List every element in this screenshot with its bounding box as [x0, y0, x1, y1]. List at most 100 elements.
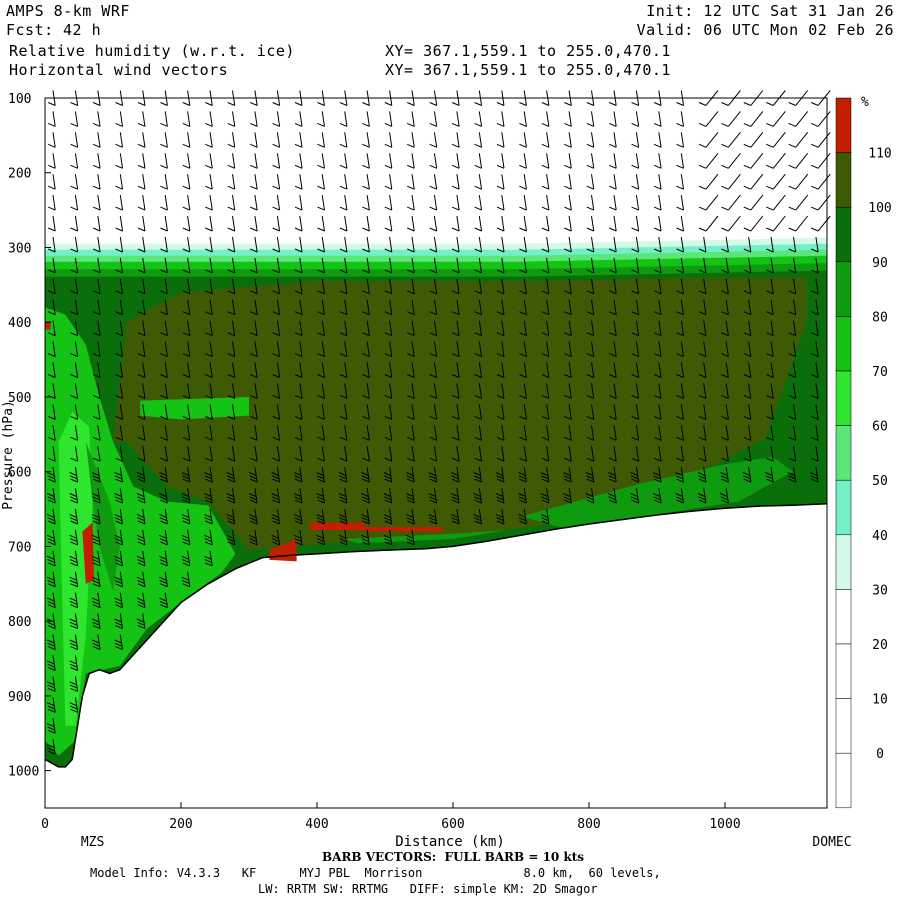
wind-barb-staff — [725, 299, 729, 315]
wind-barb-feather — [451, 457, 460, 462]
wind-barb-feather — [811, 374, 819, 378]
wind-barb-feather — [160, 332, 168, 337]
wind-barb-staff — [164, 320, 168, 336]
wind-barb-feather — [519, 520, 527, 525]
wind-barb-staff — [501, 132, 505, 148]
wind-barb-staff — [119, 467, 124, 483]
wind-barb-feather — [48, 394, 56, 399]
wind-barb-feather — [811, 185, 819, 190]
wind-barb-feather — [519, 457, 527, 462]
wind-barb-feather — [294, 164, 303, 169]
wind-barb-staff — [97, 132, 101, 148]
wind-barb-staff — [299, 404, 303, 420]
wind-barb-feather — [496, 475, 504, 480]
wind-barb-feather — [451, 248, 460, 253]
y-tick-label: 400 — [8, 316, 31, 331]
colorbar-swatch — [835, 370, 852, 426]
wind-barb-feather — [811, 415, 819, 420]
wind-barb-feather — [92, 520, 101, 525]
wind-barb-feather — [429, 478, 437, 483]
wind-barb-staff — [613, 404, 617, 420]
wind-barb-feather — [608, 472, 616, 476]
wind-barb-staff — [680, 153, 685, 169]
wind-barb-feather — [48, 478, 56, 483]
wind-barb-staff — [680, 215, 685, 232]
wind-barb-feather — [137, 496, 145, 501]
wind-barb-feather — [48, 687, 56, 692]
wind-barb-feather — [362, 541, 370, 546]
wind-barb-feather — [70, 625, 78, 630]
wind-barb-feather — [362, 436, 370, 441]
wind-barb-staff — [366, 529, 370, 546]
wind-barb-feather — [227, 206, 235, 211]
wind-barb-feather — [114, 475, 123, 480]
wind-barb-feather — [474, 290, 482, 295]
wind-barb-feather — [70, 269, 78, 274]
wind-barb-feather — [631, 436, 639, 441]
wind-barb-feather — [653, 290, 662, 295]
wind-barb-staff — [523, 425, 527, 441]
wind-barb-feather — [47, 580, 55, 584]
wind-barb-staff — [299, 195, 303, 211]
field-name-rh: Relative humidity (w.r.t. ice) — [9, 42, 295, 60]
wind-barb-feather — [181, 576, 189, 581]
wind-barb-feather — [339, 185, 348, 190]
wind-barb-feather — [272, 143, 280, 148]
wind-barb-staff — [276, 278, 281, 294]
wind-barb-staff — [389, 446, 393, 462]
wind-barb-feather — [69, 681, 77, 686]
wind-barb-staff — [635, 153, 640, 169]
wind-barb-feather — [721, 185, 729, 190]
wind-barb-staff — [97, 592, 101, 608]
wind-barb-staff — [501, 362, 505, 378]
wind-barb-staff — [254, 508, 258, 525]
wind-barb-feather — [272, 332, 280, 337]
wind-barb-staff — [635, 111, 640, 127]
wind-barb-feather — [339, 415, 348, 420]
wind-barb-staff — [501, 174, 505, 190]
wind-barb-staff — [366, 236, 370, 253]
wind-barb-feather — [586, 394, 594, 399]
wind-barb-feather — [407, 122, 415, 127]
wind-barb-feather — [564, 374, 572, 378]
wind-barb-staff — [97, 320, 101, 336]
wind-barb-staff — [52, 299, 56, 315]
wind-barb-feather — [563, 496, 571, 501]
wind-barb-feather — [743, 185, 751, 190]
wind-barb-staff — [142, 446, 146, 462]
wind-barb-staff — [119, 529, 124, 545]
wind-barb-staff — [366, 132, 370, 148]
wind-barb-feather — [271, 472, 279, 476]
wind-barb-feather — [474, 227, 482, 232]
x-tick-label: 1000 — [709, 817, 740, 832]
wind-barb-feather — [204, 475, 212, 480]
wind-barb-feather — [205, 185, 213, 190]
wind-barb-staff — [52, 362, 56, 378]
wind-barb-staff — [703, 383, 707, 399]
wind-barb-feather — [518, 496, 527, 501]
wind-barb-feather — [474, 164, 482, 169]
wind-barb-staff — [119, 111, 124, 127]
wind-barb-staff — [658, 111, 662, 127]
wind-barb-feather — [69, 534, 77, 539]
wind-barb-feather — [317, 332, 325, 337]
wind-barb-feather — [227, 517, 235, 522]
wind-barb-feather — [114, 600, 123, 605]
wind-barb-staff — [478, 425, 483, 441]
colorbar-level-label: 60 — [872, 420, 888, 435]
wind-barb-feather — [519, 164, 527, 169]
wind-barb-staff — [164, 341, 168, 357]
wind-barb-feather — [407, 185, 415, 190]
wind-barb-feather — [204, 559, 212, 564]
wind-barb-feather — [698, 496, 706, 501]
wind-barb-feather — [294, 478, 303, 483]
wind-barb-feather — [541, 353, 550, 358]
wind-barb-staff — [142, 132, 146, 148]
wind-barb-feather — [541, 102, 550, 106]
wind-barb-feather — [227, 102, 235, 106]
wind-barb-staff — [591, 488, 595, 504]
wind-barb-staff — [613, 299, 617, 315]
wind-barb-staff — [389, 383, 393, 399]
wind-barb-staff — [389, 467, 393, 483]
wind-barb-feather — [70, 541, 78, 546]
